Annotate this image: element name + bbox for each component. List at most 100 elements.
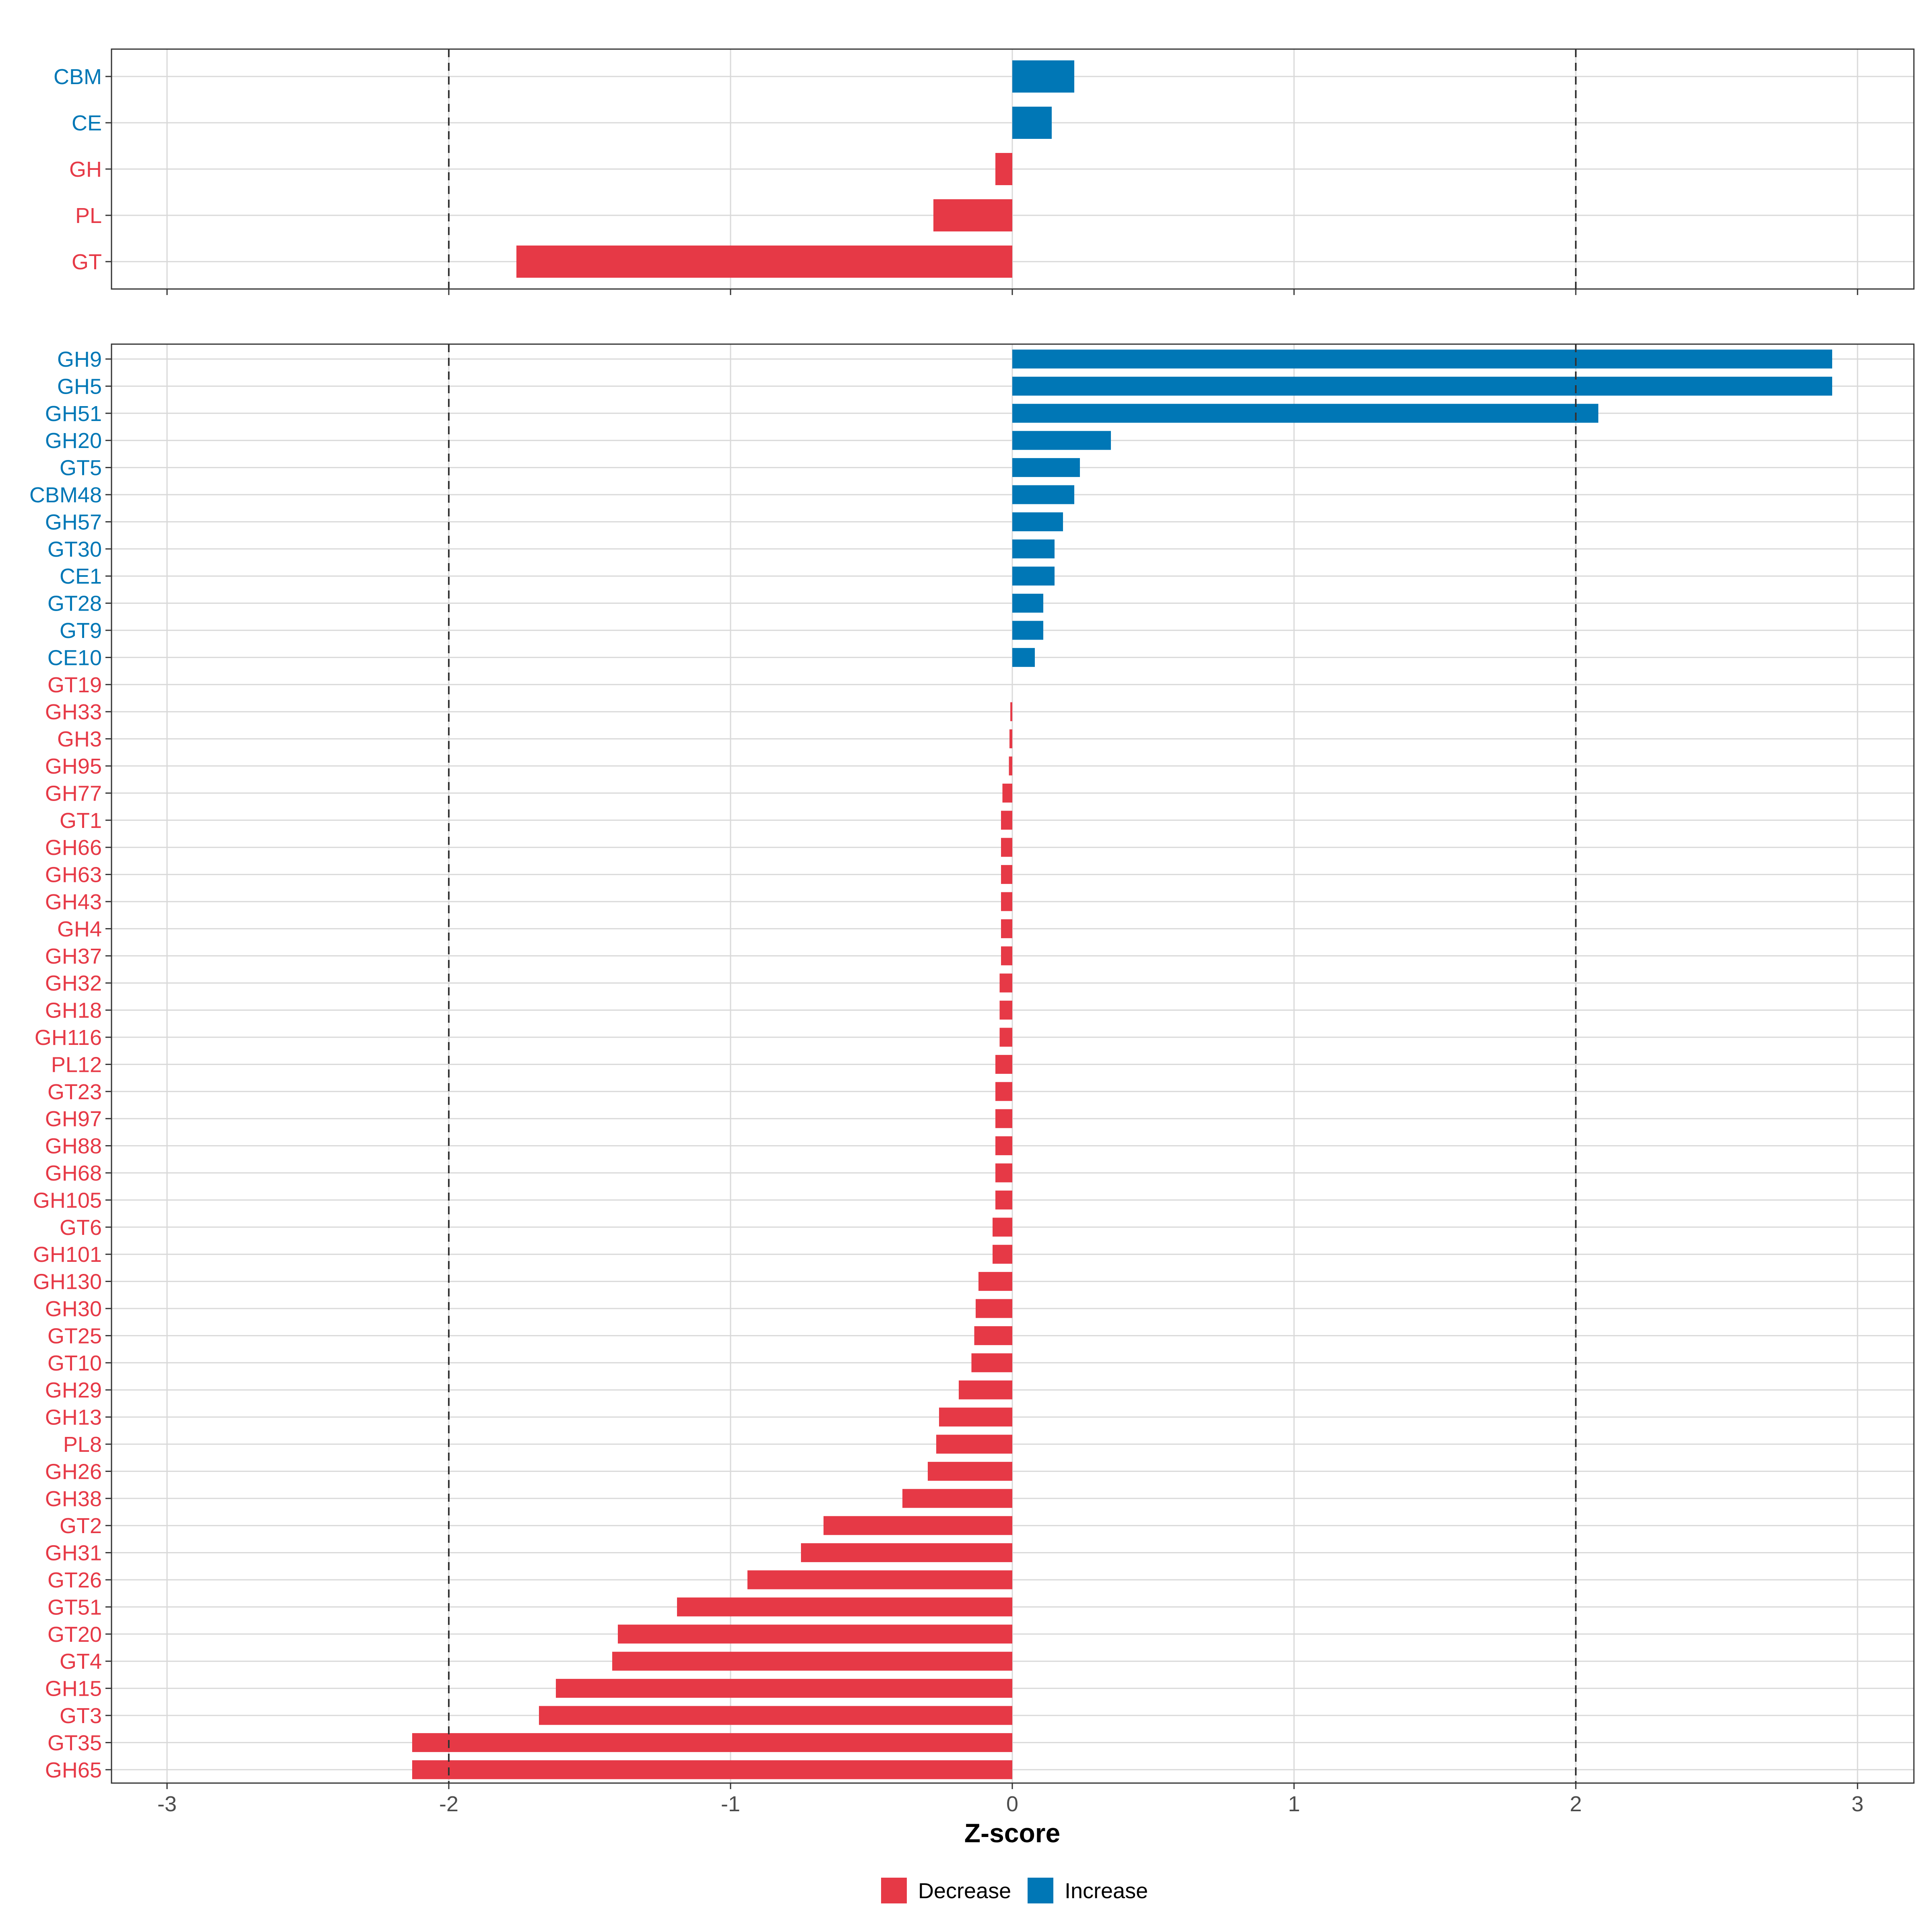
bottom-bar-gh66	[1001, 838, 1012, 857]
bottom-category-label: GT3	[60, 1704, 102, 1728]
top-bar-gh	[995, 153, 1012, 185]
bottom-category-label: GT5	[60, 456, 102, 480]
x-axis-ticks: -3 -2 -1 0 1 2 3	[157, 1792, 1864, 1816]
bottom-category-label: GT51	[47, 1595, 102, 1619]
bottom-bar-gh38	[902, 1489, 1012, 1508]
bottom-bar-gh3	[1009, 729, 1012, 749]
bottom-bar-gt2	[824, 1516, 1012, 1535]
bottom-bar-gh37	[1001, 946, 1012, 966]
bottom-category-label: CE10	[47, 646, 102, 670]
top-category-label: PL	[75, 204, 102, 228]
bottom-category-label: PL12	[51, 1053, 102, 1077]
bottom-category-label: GH105	[33, 1188, 102, 1212]
x-tick-label: 0	[1006, 1792, 1018, 1816]
bottom-bar-gt25	[974, 1326, 1012, 1345]
bottom-category-label: GH3	[57, 727, 102, 751]
top-bar-gt	[516, 246, 1012, 278]
bottom-bar-gt5	[1012, 458, 1080, 477]
bottom-category-label: GT2	[60, 1514, 102, 1538]
bottom-bar-gh5	[1012, 376, 1832, 396]
bottom-bar-gh4	[1001, 919, 1012, 938]
bottom-bar-gh20	[1012, 431, 1111, 450]
bottom-category-label: GH95	[45, 754, 102, 778]
bottom-category-label: GH31	[45, 1541, 102, 1565]
legend-swatch-increase	[1028, 1878, 1053, 1903]
bottom-bar-gh43	[1001, 892, 1012, 911]
bottom-bar-gt6	[993, 1218, 1012, 1237]
bottom-category-label: GH9	[57, 347, 102, 372]
bottom-bar-gt28	[1012, 594, 1043, 613]
bottom-category-label: GH66	[45, 836, 102, 860]
bottom-category-label: GH51	[45, 402, 102, 426]
bottom-category-label: GT10	[47, 1351, 102, 1375]
top-category-label: GH	[69, 157, 102, 182]
bottom-bar-gh32	[999, 973, 1012, 993]
bottom-category-label: GH65	[45, 1758, 102, 1782]
bottom-category-label: CBM48	[29, 483, 102, 507]
bottom-category-label: GT35	[47, 1731, 102, 1755]
bottom-category-label: GH4	[57, 917, 102, 941]
bottom-bar-gh26	[928, 1461, 1012, 1481]
top-category-label: CE	[72, 111, 102, 135]
top-panel: CBM CE GH PL GT	[54, 48, 1915, 295]
bottom-bar-pl12	[995, 1055, 1012, 1074]
bottom-bar-gh30	[976, 1299, 1012, 1318]
bottom-bar-gt1	[1001, 811, 1012, 830]
bottom-bar-gh9	[1012, 349, 1832, 369]
x-axis-title: Z-score	[964, 1818, 1060, 1848]
bottom-bar-gt4	[612, 1651, 1012, 1671]
legend-label-increase: Increase	[1065, 1879, 1148, 1903]
bottom-bar-gt30	[1012, 539, 1055, 559]
top-bar-cbm	[1012, 60, 1074, 93]
x-tick-label: -3	[157, 1792, 177, 1816]
bottom-bar-gh97	[995, 1109, 1012, 1128]
bottom-category-label: CE1	[60, 564, 102, 588]
bottom-category-label: GH13	[45, 1406, 102, 1430]
bottom-bar-gh29	[959, 1380, 1012, 1399]
bottom-category-label: GH33	[45, 700, 102, 724]
bottom-category-label: GH101	[33, 1243, 102, 1267]
bottom-category-label: GH63	[45, 863, 102, 887]
bottom-bar-gh31	[801, 1543, 1012, 1563]
bottom-bar-gh130	[978, 1272, 1012, 1291]
bottom-category-label: GT6	[60, 1216, 102, 1240]
bottom-bar-gh105	[995, 1190, 1012, 1210]
bottom-bar-cbm48	[1012, 485, 1074, 504]
bottom-category-label: GT25	[47, 1324, 102, 1348]
legend: Decrease Increase	[881, 1878, 1148, 1903]
x-tick-label: 1	[1288, 1792, 1300, 1816]
legend-label-decrease: Decrease	[918, 1879, 1011, 1903]
top-bar-pl	[933, 199, 1012, 231]
bottom-bar-gh95	[1009, 756, 1012, 776]
bottom-category-label: GH77	[45, 781, 102, 805]
bottom-category-label: GH43	[45, 890, 102, 914]
bottom-category-label: GT26	[47, 1568, 102, 1592]
legend-swatch-decrease	[881, 1878, 907, 1903]
x-tick-label: 3	[1852, 1792, 1864, 1816]
bottom-category-label: GH20	[45, 429, 102, 453]
bottom-bar-gt51	[677, 1597, 1012, 1616]
bottom-bar-gh51	[1012, 404, 1598, 423]
x-tick-label: -1	[721, 1792, 740, 1816]
bottom-category-label: GT9	[60, 619, 102, 643]
bottom-bar-gh68	[995, 1163, 1012, 1183]
bottom-category-label: GH15	[45, 1677, 102, 1701]
bottom-category-label: GH37	[45, 944, 102, 968]
bottom-bar-gh88	[995, 1136, 1012, 1156]
bottom-category-label: PL8	[63, 1432, 102, 1457]
x-tick-label: -2	[439, 1792, 458, 1816]
bottom-bar-gh33	[1010, 702, 1012, 721]
bottom-category-label: GH88	[45, 1134, 102, 1158]
bottom-category-label: GH5	[57, 374, 102, 398]
bottom-bar-gt23	[995, 1082, 1012, 1101]
bottom-category-label: GT30	[47, 537, 102, 561]
bottom-bar-gt20	[618, 1624, 1012, 1644]
bottom-category-label: GT4	[60, 1649, 102, 1674]
bottom-category-label: GT19	[47, 673, 102, 697]
bottom-category-label: GH116	[35, 1026, 102, 1050]
bottom-category-label: GH57	[45, 510, 102, 534]
bottom-category-label: GH130	[33, 1270, 102, 1294]
x-tick-label: 2	[1570, 1792, 1582, 1816]
bottom-bar-gh18	[999, 1001, 1012, 1020]
